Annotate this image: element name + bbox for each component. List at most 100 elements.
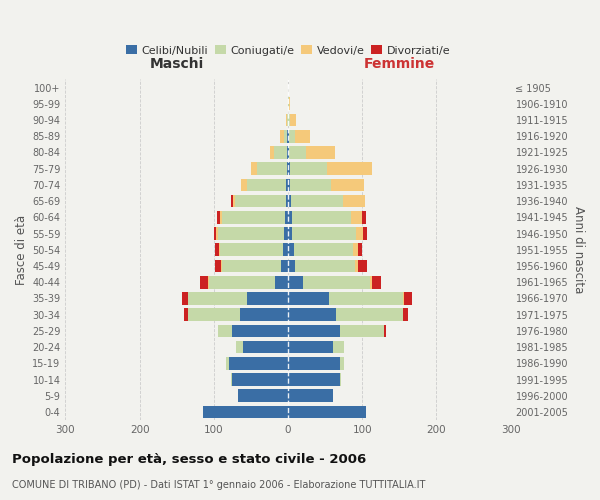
Bar (288, 357, 340, 370)
Bar (284, 130, 288, 142)
Bar (288, 406, 366, 418)
Bar (288, 357, 344, 370)
Bar (288, 292, 403, 305)
Bar (288, 195, 365, 207)
Bar (288, 162, 290, 175)
Text: Femmine: Femmine (364, 57, 435, 71)
Bar (226, 357, 288, 370)
Bar (221, 260, 288, 272)
Bar (288, 114, 290, 126)
Bar (238, 390, 288, 402)
Bar (203, 406, 288, 418)
Bar (281, 260, 288, 272)
Bar (257, 162, 288, 175)
Bar (288, 308, 336, 321)
Bar (233, 195, 288, 207)
Bar (226, 357, 288, 370)
Bar (288, 130, 295, 142)
Bar (284, 228, 288, 240)
Bar (288, 308, 408, 321)
Bar (288, 390, 332, 402)
Bar (288, 211, 362, 224)
Bar (287, 114, 288, 126)
Bar (288, 276, 381, 288)
Bar (220, 211, 288, 224)
Bar (288, 374, 341, 386)
Bar (236, 341, 288, 353)
Text: Maschi: Maschi (149, 57, 204, 71)
Bar (215, 244, 288, 256)
Bar (288, 357, 344, 370)
Bar (274, 146, 288, 159)
Bar (288, 357, 344, 370)
Bar (188, 308, 288, 321)
Bar (288, 324, 386, 337)
Bar (288, 130, 289, 142)
Bar (238, 390, 288, 402)
Bar (209, 276, 288, 288)
Bar (288, 146, 335, 159)
Bar (288, 244, 353, 256)
Bar (188, 292, 288, 305)
Bar (231, 374, 288, 386)
Bar (280, 130, 288, 142)
Bar (288, 324, 385, 337)
Bar (288, 146, 335, 159)
Bar (288, 406, 366, 418)
Bar (215, 260, 288, 272)
Bar (241, 178, 288, 192)
Bar (247, 292, 288, 305)
Bar (285, 211, 288, 224)
Bar (288, 162, 372, 175)
Text: Popolazione per età, sesso e stato civile - 2006: Popolazione per età, sesso e stato civil… (12, 452, 366, 466)
Bar (288, 374, 341, 386)
Y-axis label: Fasce di età: Fasce di età (15, 215, 28, 285)
Bar (238, 390, 288, 402)
Bar (287, 146, 288, 159)
Bar (288, 276, 303, 288)
Bar (288, 406, 366, 418)
Bar (286, 114, 288, 126)
Bar (288, 162, 328, 175)
Y-axis label: Anni di nascita: Anni di nascita (572, 206, 585, 294)
Bar (288, 211, 292, 224)
Bar (288, 178, 364, 192)
Bar (182, 292, 288, 305)
Bar (288, 114, 296, 126)
Bar (288, 211, 366, 224)
Bar (288, 130, 310, 142)
Bar (184, 308, 288, 321)
Bar (232, 374, 288, 386)
Bar (203, 406, 288, 418)
Bar (200, 276, 288, 288)
Bar (288, 195, 343, 207)
Bar (288, 260, 355, 272)
Bar (288, 292, 404, 305)
Bar (218, 324, 288, 337)
Bar (241, 178, 288, 192)
Bar (280, 130, 288, 142)
Bar (288, 195, 291, 207)
Bar (288, 260, 358, 272)
Bar (288, 244, 358, 256)
Bar (288, 374, 340, 386)
Bar (288, 162, 372, 175)
Bar (288, 341, 332, 353)
Bar (222, 260, 288, 272)
Bar (288, 390, 332, 402)
Bar (288, 308, 403, 321)
Bar (287, 162, 288, 175)
Bar (288, 260, 367, 272)
Bar (288, 374, 341, 386)
Bar (220, 244, 288, 256)
Bar (226, 357, 288, 370)
Bar (288, 146, 289, 159)
Bar (288, 98, 290, 110)
Bar (288, 390, 332, 402)
Bar (288, 324, 385, 337)
Bar (235, 195, 288, 207)
Bar (288, 276, 370, 288)
Bar (283, 244, 288, 256)
Bar (275, 276, 288, 288)
Bar (232, 324, 288, 337)
